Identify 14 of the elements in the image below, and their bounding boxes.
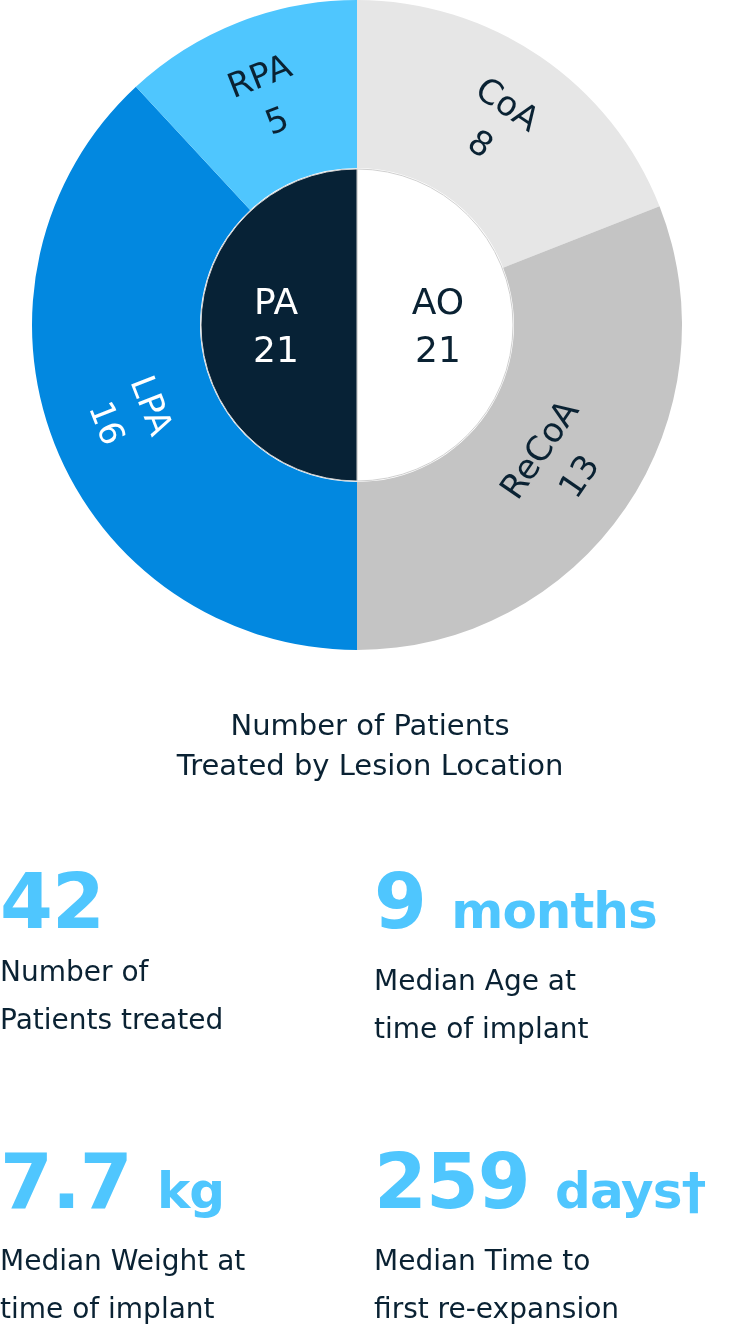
text: Number of Patients Treated by Lesion Location	[175, 708, 564, 782]
text: Number of Patients treated	[0, 954, 225, 1038]
text: 259 days†	[374, 1137, 707, 1228]
slice-label: AO	[411, 280, 465, 322]
text: 9 months	[374, 857, 658, 948]
text: Median Time to first re-expansion	[374, 1243, 621, 1327]
text: 7.7 kg	[0, 1137, 226, 1228]
data-label: 21	[253, 328, 299, 370]
text: Median Age at time of implant	[374, 963, 590, 1047]
data-label: 21	[415, 328, 461, 370]
text: 42	[0, 857, 105, 946]
text: Median Weight at time of implant	[0, 1243, 247, 1327]
data-label: 16	[81, 395, 135, 451]
slice-label: PA	[253, 280, 299, 322]
